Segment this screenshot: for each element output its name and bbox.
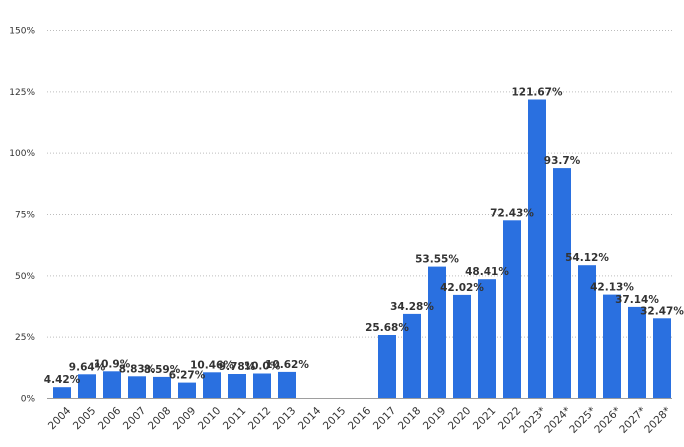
- y-tick-label: 0%: [21, 395, 36, 405]
- bar: [428, 266, 446, 398]
- data-label: 10.46%: [190, 359, 234, 371]
- data-label: 32.47%: [640, 305, 684, 317]
- x-tick-label: 2024*: [542, 405, 573, 436]
- bar: [403, 313, 421, 398]
- data-label: 8.59%: [144, 364, 181, 376]
- bar: [553, 168, 571, 398]
- gridlines: [47, 30, 672, 399]
- data-label: 72.43%: [490, 207, 534, 219]
- data-label: 4.42%: [44, 374, 81, 386]
- bar: [653, 318, 671, 398]
- bar: [378, 335, 396, 398]
- data-label: 9.78%: [219, 361, 256, 373]
- x-tick-label: 2008: [146, 405, 173, 432]
- bar: [78, 374, 96, 398]
- bar: [153, 376, 171, 398]
- data-label: 53.55%: [415, 254, 459, 266]
- x-axis-tick-labels: 2004200520062007200820092010201120122013…: [46, 405, 673, 436]
- bar: [228, 374, 246, 398]
- bar: [503, 220, 521, 398]
- x-tick-label: 2023*: [517, 405, 548, 436]
- x-tick-label: 2006: [96, 405, 124, 433]
- bar: [53, 387, 71, 398]
- data-label: 8.83%: [119, 363, 156, 375]
- x-tick-label: 2027*: [617, 405, 648, 436]
- x-tick-label: 2005: [71, 405, 98, 432]
- data-label: 48.41%: [465, 266, 509, 278]
- x-tick-label: 2010: [196, 405, 223, 432]
- x-tick-label: 2007: [121, 405, 148, 432]
- data-label: 93.7%: [544, 155, 581, 167]
- x-tick-label: 2017: [371, 405, 398, 432]
- data-label: 25.68%: [365, 322, 409, 334]
- bar: [278, 371, 296, 398]
- data-label: 42.02%: [440, 282, 484, 294]
- data-label: 10.62%: [265, 359, 309, 371]
- data-label: 10.0%: [244, 361, 281, 373]
- x-tick-label: 2009: [171, 405, 198, 432]
- x-tick-label: 2020: [446, 405, 473, 432]
- bar: [253, 373, 271, 398]
- bar: [103, 371, 121, 398]
- x-tick-label: 2011: [221, 405, 248, 432]
- data-label: 9.64%: [69, 361, 106, 373]
- x-tick-label: 2016: [346, 405, 374, 433]
- x-tick-label: 2012: [246, 405, 273, 432]
- x-tick-label: 2019: [421, 405, 448, 432]
- x-tick-label: 2015: [321, 405, 348, 432]
- y-tick-label: 50%: [15, 272, 35, 282]
- x-tick-label: 2025*: [567, 405, 598, 436]
- y-tick-label: 150%: [9, 27, 35, 37]
- bar: [128, 376, 146, 398]
- data-label: 54.12%: [565, 252, 609, 264]
- data-label: 42.13%: [590, 282, 634, 294]
- y-axis-tick-labels: 0% 25% 50% 75% 100% 125% 150%: [9, 27, 35, 405]
- bar: [578, 265, 596, 398]
- x-tick-label: 2018: [396, 405, 423, 432]
- x-tick-label: 2004: [46, 405, 74, 433]
- bar: [478, 279, 496, 398]
- bar: [203, 372, 221, 398]
- data-label: 6.27%: [169, 370, 206, 382]
- bar: [603, 294, 621, 398]
- x-tick-label: 2026*: [592, 405, 623, 436]
- bar: [528, 99, 546, 398]
- data-label: 37.14%: [615, 294, 659, 306]
- bar: [178, 382, 196, 398]
- y-tick-label: 25%: [15, 333, 35, 343]
- bar: [453, 294, 471, 398]
- x-tick-label: 2021: [471, 405, 498, 432]
- data-label: 121.67%: [511, 87, 563, 99]
- data-label: 10.9%: [94, 358, 131, 370]
- x-tick-label: 2013: [271, 405, 298, 432]
- bars: [53, 99, 671, 398]
- x-tick-label: 2014: [296, 405, 324, 433]
- data-labels: 4.42%9.64%10.9%8.83%8.59%6.27%10.46%9.78…: [44, 87, 684, 387]
- bar: [628, 306, 646, 398]
- y-tick-label: 100%: [9, 149, 35, 159]
- y-tick-label: 125%: [9, 88, 35, 98]
- data-label: 34.28%: [390, 301, 434, 313]
- y-tick-label: 75%: [15, 211, 35, 221]
- x-tick-label: 2028*: [642, 405, 673, 436]
